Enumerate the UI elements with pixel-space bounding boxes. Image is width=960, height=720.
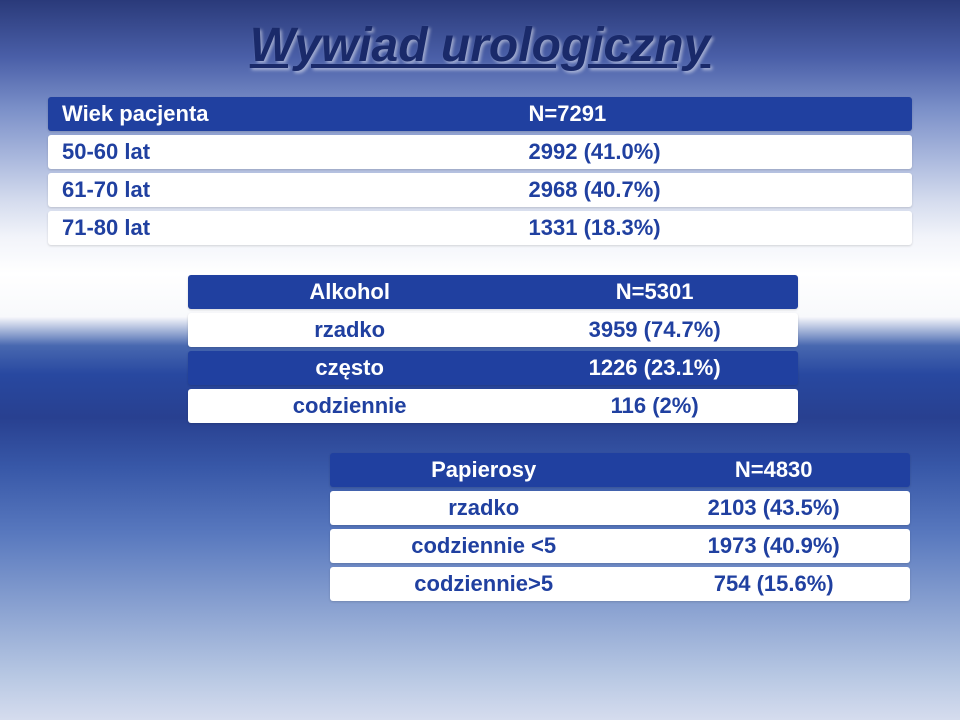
table-row-highlight: często 1226 (23.1%) — [188, 351, 798, 385]
cell: 2968 (40.7%) — [515, 173, 912, 207]
table-row: codziennie <5 1973 (40.9%) — [330, 529, 910, 563]
page-title: Wywiad urologiczny — [48, 18, 912, 73]
cell: 116 (2%) — [511, 389, 798, 423]
slide: Wywiad urologiczny Wiek pacjenta N=7291 … — [0, 0, 960, 720]
cell: 50-60 lat — [48, 135, 515, 169]
header-cell: N=4830 — [637, 453, 910, 487]
cell: rzadko — [188, 313, 511, 347]
cell: 2103 (43.5%) — [637, 491, 910, 525]
cell: codziennie <5 — [330, 529, 637, 563]
header-cell: Alkohol — [188, 275, 511, 309]
cell: często — [188, 351, 511, 385]
table-cigarettes: Papierosy N=4830 rzadko 2103 (43.5%) cod… — [330, 453, 910, 601]
cell: codziennie — [188, 389, 511, 423]
table-row: rzadko 2103 (43.5%) — [330, 491, 910, 525]
header-cell: Wiek pacjenta — [48, 97, 515, 131]
header-cell: N=5301 — [511, 275, 798, 309]
cell: 1226 (23.1%) — [511, 351, 798, 385]
cell: 1331 (18.3%) — [515, 211, 912, 245]
table-row: codziennie 116 (2%) — [188, 389, 798, 423]
cell: 1973 (40.9%) — [637, 529, 910, 563]
cell: 71-80 lat — [48, 211, 515, 245]
header-cell: Papierosy — [330, 453, 637, 487]
table-row: codziennie>5 754 (15.6%) — [330, 567, 910, 601]
table-row: rzadko 3959 (74.7%) — [188, 313, 798, 347]
cell: rzadko — [330, 491, 637, 525]
cell: 2992 (41.0%) — [515, 135, 912, 169]
cell: 3959 (74.7%) — [511, 313, 798, 347]
table-alcohol: Alkohol N=5301 rzadko 3959 (74.7%) częst… — [188, 275, 798, 423]
cell: codziennie>5 — [330, 567, 637, 601]
header-cell: N=7291 — [515, 97, 912, 131]
table-row: 61-70 lat 2968 (40.7%) — [48, 173, 912, 207]
table-row: 50-60 lat 2992 (41.0%) — [48, 135, 912, 169]
cell: 61-70 lat — [48, 173, 515, 207]
table-header: Papierosy N=4830 — [330, 453, 910, 487]
table-header: Alkohol N=5301 — [188, 275, 798, 309]
cell: 754 (15.6%) — [637, 567, 910, 601]
table-header: Wiek pacjenta N=7291 — [48, 97, 912, 131]
table-row: 71-80 lat 1331 (18.3%) — [48, 211, 912, 245]
table-age: Wiek pacjenta N=7291 50-60 lat 2992 (41.… — [48, 97, 912, 245]
